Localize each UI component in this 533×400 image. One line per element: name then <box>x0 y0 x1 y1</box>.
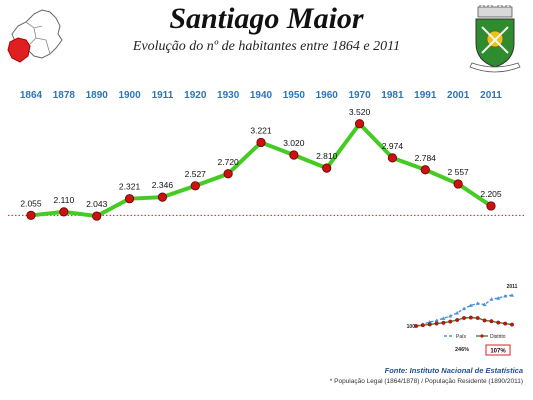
mini-data-point <box>455 318 460 322</box>
data-value-label: 2.346 <box>152 180 174 190</box>
mini-data-point <box>503 321 508 326</box>
data-value-label: 2.321 <box>119 182 141 192</box>
mini-data-point <box>414 324 418 328</box>
data-value-label: 2 557 <box>448 167 470 177</box>
year-tick-label: 1890 <box>86 90 109 101</box>
year-tick-label: 1960 <box>316 90 339 101</box>
data-point-marker <box>157 192 168 202</box>
mini-data-point <box>420 323 425 328</box>
comparison-mini-chart: 2011 100 País Distrito 246% 107% <box>407 284 518 356</box>
coat-of-arms-icon <box>469 5 521 73</box>
source-text: Fonte: Instituto Nacional de Estatística <box>384 366 523 375</box>
chart-subtitle: Evolução do nº de habitantes entre 1864 … <box>132 39 401 54</box>
mini-data-point <box>482 302 487 307</box>
mini-data-point <box>496 320 501 325</box>
mini-data-point <box>475 316 480 320</box>
mini-data-point <box>468 315 473 320</box>
annotation-pais-growth: 246% <box>455 347 469 353</box>
mini-data-point <box>468 303 473 307</box>
mini-start-label: 100 <box>407 324 416 330</box>
mini-data-point <box>441 320 446 325</box>
data-value-label: 2.720 <box>218 157 240 167</box>
year-tick-label: 1878 <box>53 90 76 101</box>
mini-data-point <box>434 321 439 326</box>
legend-label-pais: País <box>456 334 467 340</box>
year-tick-label: 1950 <box>283 90 306 101</box>
data-point-marker <box>289 150 299 160</box>
mini-year-label: 2011 <box>507 284 518 290</box>
data-point-marker <box>26 210 36 220</box>
mini-data-point <box>489 297 494 301</box>
data-value-label: 2.205 <box>480 189 502 199</box>
mini-data-point <box>455 311 460 315</box>
mini-data-point <box>475 301 480 305</box>
data-value-label: 2.784 <box>415 153 437 163</box>
data-point-marker <box>486 201 496 211</box>
data-point-marker <box>124 194 135 204</box>
chart-title: Santiago Maior <box>169 2 364 35</box>
source-note: * População Legal (1864/1878) / Populaçã… <box>329 378 523 385</box>
mini-data-point <box>510 293 514 297</box>
legend-marker-distrito <box>480 334 484 338</box>
district-locator-map-icon <box>7 9 63 63</box>
year-tick-label: 2011 <box>480 90 502 101</box>
data-point-marker <box>92 211 102 221</box>
mini-data-point <box>427 322 432 327</box>
data-value-label: 2.974 <box>382 141 404 151</box>
data-value-label: 2.043 <box>86 199 108 209</box>
year-tick-label: 1900 <box>118 90 141 101</box>
data-value-label: 2.110 <box>54 195 75 205</box>
mini-data-point <box>489 319 494 324</box>
annotation-box <box>485 344 511 356</box>
data-point-marker <box>420 165 430 175</box>
mini-data-point <box>462 306 466 311</box>
data-point-marker <box>190 181 200 191</box>
data-value-label: 3.020 <box>283 138 305 148</box>
year-tick-label: 1930 <box>217 90 240 101</box>
data-point-marker <box>354 119 365 129</box>
year-tick-label: 1981 <box>381 90 404 101</box>
year-tick-label: 1864 <box>20 90 43 101</box>
mini-data-point <box>482 318 487 323</box>
legend-label-distrito: Distrito <box>490 334 506 340</box>
year-tick-label: 1920 <box>184 90 207 101</box>
data-value-label: 2.055 <box>20 198 42 208</box>
data-point-marker <box>223 169 233 179</box>
annotation-distrito-growth: 107% <box>490 349 506 355</box>
mini-data-point <box>462 316 466 320</box>
data-value-label: 3.221 <box>250 125 272 135</box>
mini-data-point <box>503 294 508 298</box>
data-point-marker <box>322 163 332 173</box>
data-point-marker <box>453 179 463 189</box>
year-tick-label: 1940 <box>250 90 273 101</box>
year-tick-label: 1991 <box>414 90 437 101</box>
data-value-label: 2.810 <box>316 151 338 161</box>
mini-data-point <box>448 319 453 324</box>
mini-data-point <box>448 314 453 318</box>
mini-data-point <box>427 320 432 324</box>
data-point-marker <box>256 137 266 148</box>
year-tick-label: 1911 <box>152 90 174 101</box>
mini-data-point <box>441 316 446 320</box>
mini-data-point <box>434 318 439 323</box>
mini-data-point <box>496 296 501 300</box>
data-value-label: 3.520 <box>349 107 371 117</box>
year-tick-label: 1970 <box>348 90 371 101</box>
population-line-chart: 1864 1878 1890 1900 1911 1920 1930 1940 1950 1960… <box>8 90 525 221</box>
mini-data-point <box>510 322 514 327</box>
year-tick-label: 2001 <box>447 90 470 101</box>
data-value-label: 2.527 <box>185 169 207 179</box>
data-point-marker <box>387 153 398 163</box>
data-point-marker <box>59 207 69 217</box>
